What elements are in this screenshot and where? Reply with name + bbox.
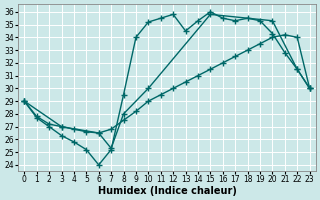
X-axis label: Humidex (Indice chaleur): Humidex (Indice chaleur)	[98, 186, 236, 196]
